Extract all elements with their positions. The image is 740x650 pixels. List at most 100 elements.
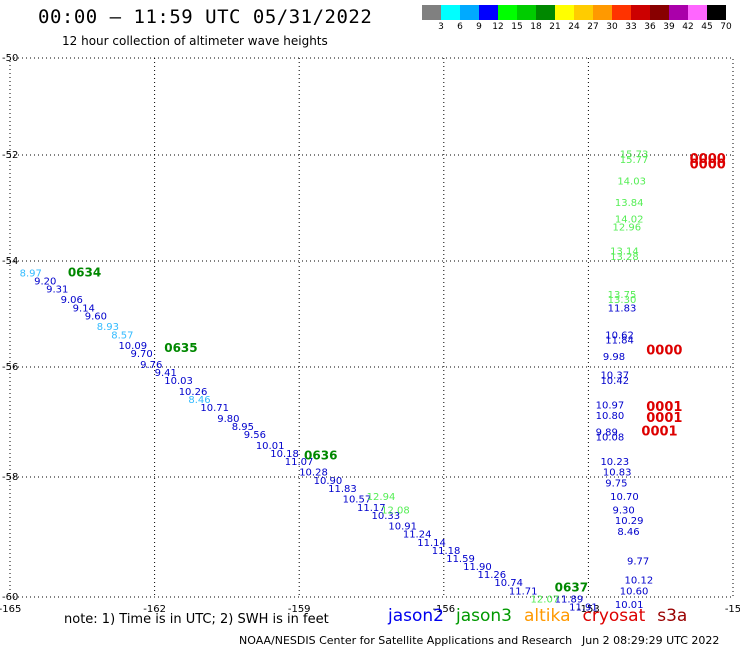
wave-height-label: 11.91: [569, 602, 598, 613]
legend-swatch: [517, 5, 536, 20]
lat-tick-label: -54: [2, 256, 18, 267]
lon-tick-label: -159: [288, 604, 311, 615]
satellite-legend: jason2 jason3 altika cryosat s3a: [388, 606, 699, 626]
time-label: 0636: [304, 449, 337, 463]
legend-label: 33: [625, 22, 637, 32]
time-label: 0000: [690, 152, 726, 167]
wave-height-label: 10.57: [343, 495, 372, 506]
legend-swatch: [669, 5, 688, 20]
wave-height-label: 11.59: [446, 554, 475, 565]
legend-label: 18: [530, 22, 542, 32]
wave-height-label: 10.90: [314, 476, 343, 487]
wave-height-label: 10.37: [600, 371, 629, 382]
legend-label: 30: [606, 22, 618, 32]
wave-height-label: 9.56: [244, 430, 266, 441]
lat-tick-label: -60: [2, 592, 18, 603]
wave-height-label: 10.09: [118, 341, 147, 352]
wave-height-label: 10.28: [299, 468, 328, 479]
wave-height-label: 11.89: [555, 594, 584, 605]
footer-timestamp: Jun 2 08:29:29 UTC 2022: [582, 634, 720, 647]
time-label: 0634: [68, 265, 101, 279]
map-axis-ticks: -165 -162 -159 -156 -153 -15 -50 -52 -54 -56 -58 -6…: [0, 53, 740, 615]
legend-label: 36: [644, 22, 656, 32]
wave-height-label: 10.23: [600, 457, 629, 468]
legend-label: 45: [701, 22, 713, 32]
wave-height-label: 8.97: [20, 268, 42, 279]
time-label: 0000: [690, 157, 726, 172]
legend-label: 27: [587, 22, 599, 32]
lat-tick-label: -50: [2, 53, 18, 64]
wave-height-label: 10.70: [610, 492, 639, 503]
wave-height-label: 8.46: [617, 527, 639, 538]
time-label: 0001: [641, 424, 677, 439]
wave-height-label: 10.03: [164, 376, 193, 387]
wave-height-label: 11.14: [417, 538, 446, 549]
legend-swatch: [707, 5, 726, 20]
wave-height-label: 11.18: [432, 546, 461, 557]
wave-height-label: 10.71: [200, 403, 229, 414]
legend-swatch: [574, 5, 593, 20]
legend-label: 3: [438, 22, 444, 32]
wave-height-label: 11.07: [285, 457, 314, 468]
page-subtitle: 12 hour collection of altimeter wave hei…: [62, 34, 328, 48]
wave-height-label: 12.96: [613, 222, 642, 233]
wave-height-label: 9.80: [217, 414, 239, 425]
wave-height-label: 10.62: [605, 330, 634, 341]
legend-swatch: [688, 5, 707, 20]
legend-swatch: [650, 5, 669, 20]
wave-height-label: 12.94: [367, 492, 396, 503]
wave-height-label: 9.89: [596, 427, 618, 438]
wave-height-label: 11.83: [328, 484, 357, 495]
wave-height-label: 8.93: [97, 322, 119, 333]
wave-height-label: 14.02: [615, 214, 644, 225]
wave-height-label: 11.26: [478, 570, 507, 581]
wave-height-label: 9.31: [46, 284, 68, 295]
legend-swatch: [422, 5, 441, 20]
wave-height-label: 10.74: [494, 578, 523, 589]
time-label: 0001: [646, 400, 682, 415]
wave-height-label: 15.73: [620, 150, 649, 161]
legend-label: 15: [511, 22, 523, 32]
satellite-jason2: jason2: [388, 606, 444, 626]
legend-label: 70: [720, 22, 732, 32]
legend-label: 21: [549, 22, 561, 32]
legend-label: 42: [682, 22, 694, 32]
wave-height-label: 10.42: [600, 376, 629, 387]
legend-swatch: [593, 5, 612, 20]
lon-tick-label: -153: [577, 604, 600, 615]
lon-tick-label: -162: [143, 604, 166, 615]
altimeter-tracks: 8.979.209.319.069.149.608.938.5710.099.7…: [20, 150, 726, 614]
legend-swatch: [479, 5, 498, 20]
map-border: [9, 57, 734, 598]
wave-height-label: 8.95: [232, 422, 254, 433]
color-legend: [422, 5, 726, 20]
legend-label: 12: [492, 22, 504, 32]
wave-height-label: 10.80: [596, 411, 625, 422]
wave-height-label: 11.90: [463, 562, 492, 573]
wave-height-label: 9.14: [73, 303, 95, 314]
time-label: 0000: [646, 343, 682, 358]
time-label: 0001: [646, 411, 682, 426]
legend-swatch: [536, 5, 555, 20]
wave-height-label: 15.77: [620, 155, 649, 166]
legend-label: 6: [457, 22, 463, 32]
wave-height-label: 10.33: [372, 511, 401, 522]
lat-tick-label: -58: [2, 472, 18, 483]
wave-height-label: 13.84: [615, 198, 644, 209]
wave-height-label: 13.28: [610, 252, 639, 263]
legend-label: 9: [476, 22, 482, 32]
time-label: 0635: [164, 341, 197, 355]
wave-height-label: 9.98: [603, 352, 625, 363]
wave-height-label: 10.97: [596, 400, 625, 411]
time-label: 0637: [555, 581, 588, 595]
map-grid: [9, 57, 734, 598]
legend-swatch: [612, 5, 631, 20]
legend-swatch: [631, 5, 650, 20]
lon-tick-label: -156: [432, 604, 455, 615]
wave-height-label: 8.46: [188, 395, 210, 406]
wave-height-label: 8.57: [111, 330, 133, 341]
wave-height-label: 10.83: [603, 468, 632, 479]
wave-height-label: 9.20: [34, 276, 56, 287]
legend-swatch: [441, 5, 460, 20]
